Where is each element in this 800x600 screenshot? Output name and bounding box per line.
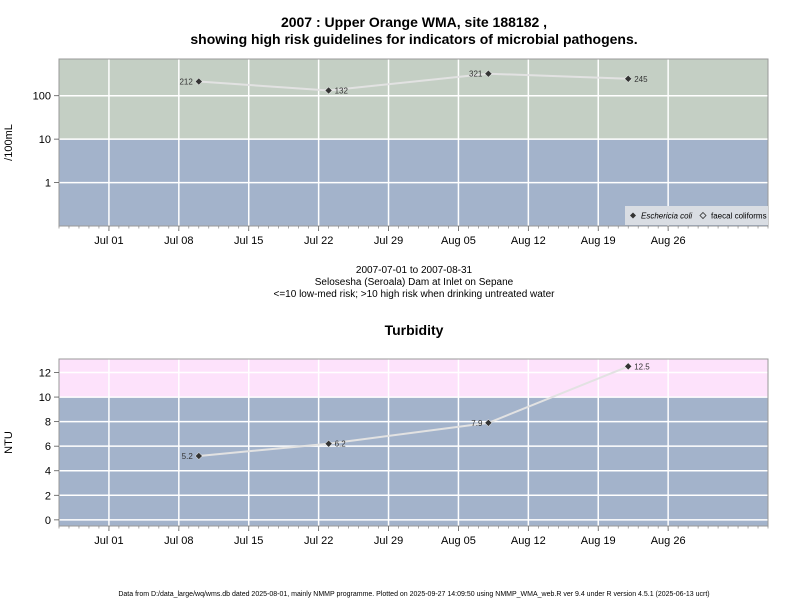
subtitle-site-name: Selosesha (Seroala) Dam at Inlet on Sepa… — [315, 277, 514, 288]
c1-x-tick-label: Jul 01 — [94, 235, 123, 247]
c2-data-label: 12.5 — [634, 362, 650, 371]
chart2-grid — [59, 359, 768, 526]
c1-x-tick-label: Aug 12 — [511, 235, 546, 247]
chart2-x-axis: Jul 01 Jul 08 Jul 15 Jul 22 Jul 29 Aug 05 Aug … — [58, 526, 769, 547]
c1-x-tick-label: Jul 22 — [304, 235, 333, 247]
c1-y-tick-label: 100 — [33, 91, 51, 103]
subtitle-date-range: 2007-07-01 to 2007-08-31 — [356, 265, 473, 276]
chart1-legend-entry-1: Eschericia coli — [641, 212, 692, 221]
chart2-title: Turbidity — [385, 322, 444, 338]
c2-x-tick-label: Jul 22 — [304, 535, 333, 547]
c2-data-point — [484, 418, 493, 427]
chart1-title-line1: 2007 : Upper Orange WMA, site 188182 , — [281, 14, 547, 30]
c1-x-tick-label: Jul 15 — [234, 235, 263, 247]
c1-x-tick-label: Aug 05 — [441, 235, 476, 247]
chart2-plot-border — [58, 358, 769, 527]
c1-x-tick-label: Aug 19 — [581, 235, 616, 247]
footer-note: Data from D:/data_large/wq/wms.db dated … — [118, 591, 709, 598]
chart2-y-axis: 0 2 4 6 8 10 12 — [39, 368, 59, 527]
chart1-series-line — [198, 72, 629, 92]
c1-data-point — [194, 77, 203, 86]
c1-x-tick-label: Jul 08 — [164, 235, 193, 247]
c2-y-tick-label: 2 — [45, 490, 51, 502]
legend-marker-open-icon — [699, 211, 707, 220]
c2-data-label: 5.2 — [182, 452, 194, 461]
c2-x-tick-label: Jul 08 — [164, 535, 193, 547]
chart1-y-axis: 1 10 100 — [33, 91, 59, 190]
c1-x-tick-label: Jul 29 — [374, 235, 403, 247]
chart1-high-risk-band — [59, 59, 768, 140]
c2-x-tick-label: Aug 19 — [581, 535, 616, 547]
chart1-plot-border — [58, 58, 769, 227]
c1-data-point — [484, 69, 493, 78]
c2-y-tick-label: 10 — [39, 392, 51, 404]
c1-x-tick-label: Aug 26 — [651, 235, 686, 247]
c2-y-tick-label: 8 — [45, 417, 51, 429]
c2-data-label: 6.2 — [335, 440, 347, 449]
chart2-low-risk-band — [59, 397, 768, 526]
chart1-legend: Eschericia coli faecal coliforms — [625, 206, 768, 225]
c2-data-point — [194, 452, 203, 460]
chart1-points: 212 132 321 245 — [179, 70, 648, 96]
chart2-high-risk-band — [59, 359, 768, 398]
c1-data-label: 212 — [179, 78, 193, 87]
c2-x-tick-label: Aug 05 — [441, 535, 476, 547]
c1-data-point — [324, 86, 333, 95]
microbial-chart: 1 10 100 Jul 01 Jul 08 Jul 15 Jul 22 Jul 29 Aug… — [3, 58, 769, 247]
c2-x-tick-label: Jul 29 — [374, 535, 403, 547]
chart2-points: 5.2 6.2 7.9 12.5 — [182, 362, 651, 461]
subtitle-guideline: <=10 low-med risk; >10 high risk when dr… — [274, 289, 556, 300]
chart1-legend-entry-2: faecal coliforms — [711, 212, 767, 221]
c2-x-tick-label: Aug 12 — [511, 535, 546, 547]
c2-x-tick-label: Aug 26 — [651, 535, 686, 547]
c1-y-tick-label: 1 — [45, 178, 51, 190]
chart1-legend-box — [625, 206, 768, 225]
c2-x-tick-label: Jul 15 — [234, 535, 263, 547]
c2-x-tick-label: Jul 01 — [94, 535, 123, 547]
chart1-title-line2: showing high risk guidelines for indicat… — [190, 31, 637, 47]
chart1-x-axis: Jul 01 Jul 08 Jul 15 Jul 22 Jul 29 Aug 05 Aug … — [58, 226, 769, 247]
c1-data-point — [624, 74, 633, 83]
c2-y-tick-label: 0 — [45, 515, 51, 527]
c2-data-point — [624, 362, 633, 371]
c2-y-tick-label: 6 — [45, 441, 51, 453]
legend-marker-filled-icon — [630, 212, 636, 219]
c2-y-tick-label: 12 — [39, 368, 51, 380]
c1-data-label: 321 — [469, 70, 483, 79]
c1-data-label: 132 — [335, 86, 349, 95]
chart1-y-label: /100mL — [3, 124, 15, 161]
chart1-grid — [59, 59, 768, 226]
c2-y-tick-label: 4 — [45, 466, 51, 478]
chart2-y-label: NTU — [3, 431, 15, 454]
c2-data-point — [324, 439, 333, 448]
c1-y-tick-label: 10 — [39, 134, 51, 146]
c1-data-label: 245 — [634, 75, 648, 84]
turbidity-chart: 0 2 4 6 8 10 12 Jul 01 Jul 08 Jul 15 Jul 22 Jul 29… — [3, 358, 769, 547]
chart2-series-line — [198, 365, 629, 457]
c2-data-label: 7.9 — [471, 419, 483, 428]
